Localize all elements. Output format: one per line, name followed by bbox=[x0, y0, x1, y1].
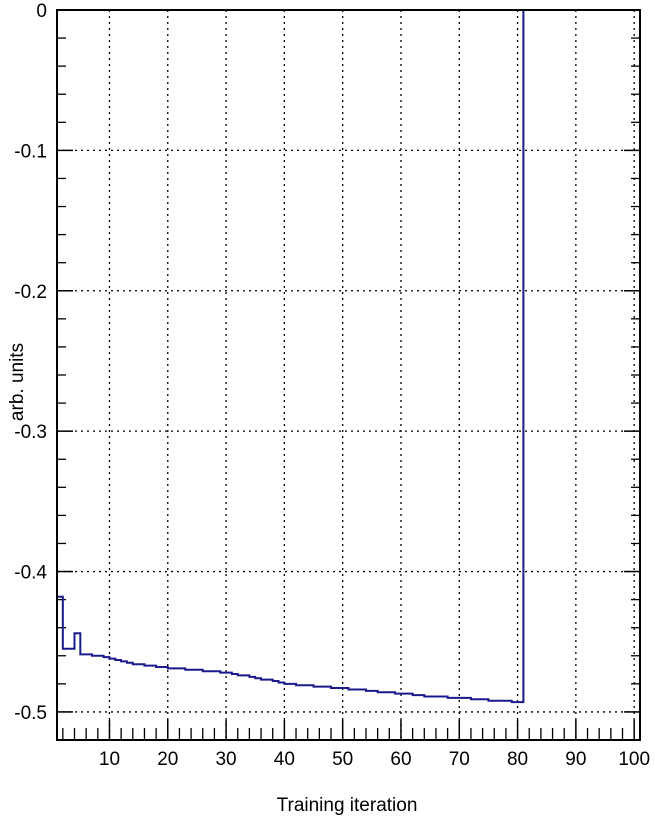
y-tick-label: -0.2 bbox=[14, 282, 47, 303]
y-tick-label: 0 bbox=[36, 1, 47, 22]
y-tick-label: -0.3 bbox=[14, 422, 47, 443]
x-tick-label: 30 bbox=[215, 749, 236, 770]
tick-labels: 10 20 30 40 50 60 70 80 90 100 0 -0.1 -0.2 -0.3 -0.4 -0… bbox=[14, 1, 650, 770]
x-tick-label: 90 bbox=[565, 749, 586, 770]
x-tick-label: 40 bbox=[274, 749, 295, 770]
x-tick-label: 80 bbox=[507, 749, 528, 770]
x-tick-label: 20 bbox=[157, 749, 178, 770]
y-tick-label: -0.5 bbox=[14, 703, 47, 724]
y-tick-label: -0.4 bbox=[14, 563, 47, 584]
y-axis-title: arb. units bbox=[7, 343, 28, 421]
series-layer bbox=[57, 9, 641, 704]
x-tick-label: 100 bbox=[618, 749, 650, 770]
axis-ticks bbox=[57, 9, 640, 740]
series-line bbox=[57, 9, 641, 704]
x-tick-label: 60 bbox=[390, 749, 411, 770]
x-tick-label: 10 bbox=[99, 749, 120, 770]
x-tick-label: 70 bbox=[449, 749, 470, 770]
x-axis-title: Training iteration bbox=[277, 795, 418, 816]
grid-lines bbox=[57, 10, 640, 740]
plot-frame bbox=[56, 9, 641, 741]
y-tick-label: -0.1 bbox=[14, 141, 47, 162]
x-tick-label: 50 bbox=[332, 749, 353, 770]
